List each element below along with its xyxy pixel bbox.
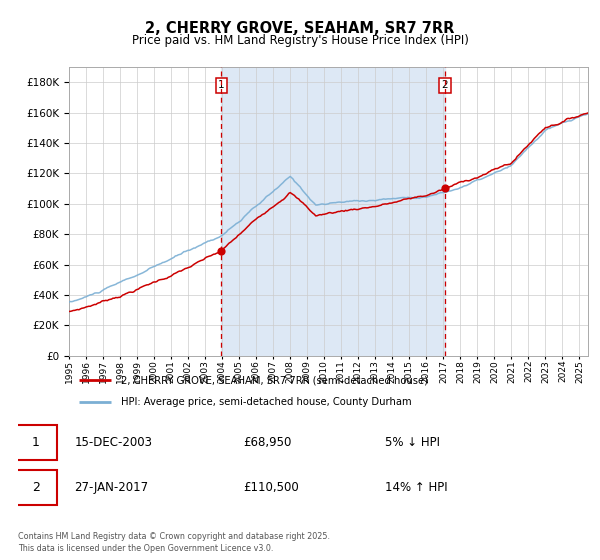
FancyBboxPatch shape: [15, 426, 58, 460]
Text: 15-DEC-2003: 15-DEC-2003: [74, 436, 152, 449]
Text: £110,500: £110,500: [244, 481, 299, 494]
Text: 2, CHERRY GROVE, SEAHAM, SR7 7RR (semi-detached house): 2, CHERRY GROVE, SEAHAM, SR7 7RR (semi-d…: [121, 375, 428, 385]
Text: 2, CHERRY GROVE, SEAHAM, SR7 7RR: 2, CHERRY GROVE, SEAHAM, SR7 7RR: [145, 21, 455, 36]
Text: Contains HM Land Registry data © Crown copyright and database right 2025.
This d: Contains HM Land Registry data © Crown c…: [18, 533, 330, 553]
Text: Price paid vs. HM Land Registry's House Price Index (HPI): Price paid vs. HM Land Registry's House …: [131, 34, 469, 46]
Text: 27-JAN-2017: 27-JAN-2017: [74, 481, 149, 494]
Text: HPI: Average price, semi-detached house, County Durham: HPI: Average price, semi-detached house,…: [121, 397, 412, 407]
Bar: [221, 67, 445, 356]
Text: 14% ↑ HPI: 14% ↑ HPI: [385, 481, 447, 494]
Text: 5% ↓ HPI: 5% ↓ HPI: [385, 436, 440, 449]
Point: [440, 183, 449, 192]
Text: 1: 1: [32, 436, 40, 449]
FancyBboxPatch shape: [15, 470, 58, 505]
Point: [216, 246, 226, 255]
Text: £68,950: £68,950: [244, 436, 292, 449]
Text: 2: 2: [32, 481, 40, 494]
Text: 2: 2: [442, 80, 448, 90]
Text: 1: 1: [218, 80, 225, 90]
